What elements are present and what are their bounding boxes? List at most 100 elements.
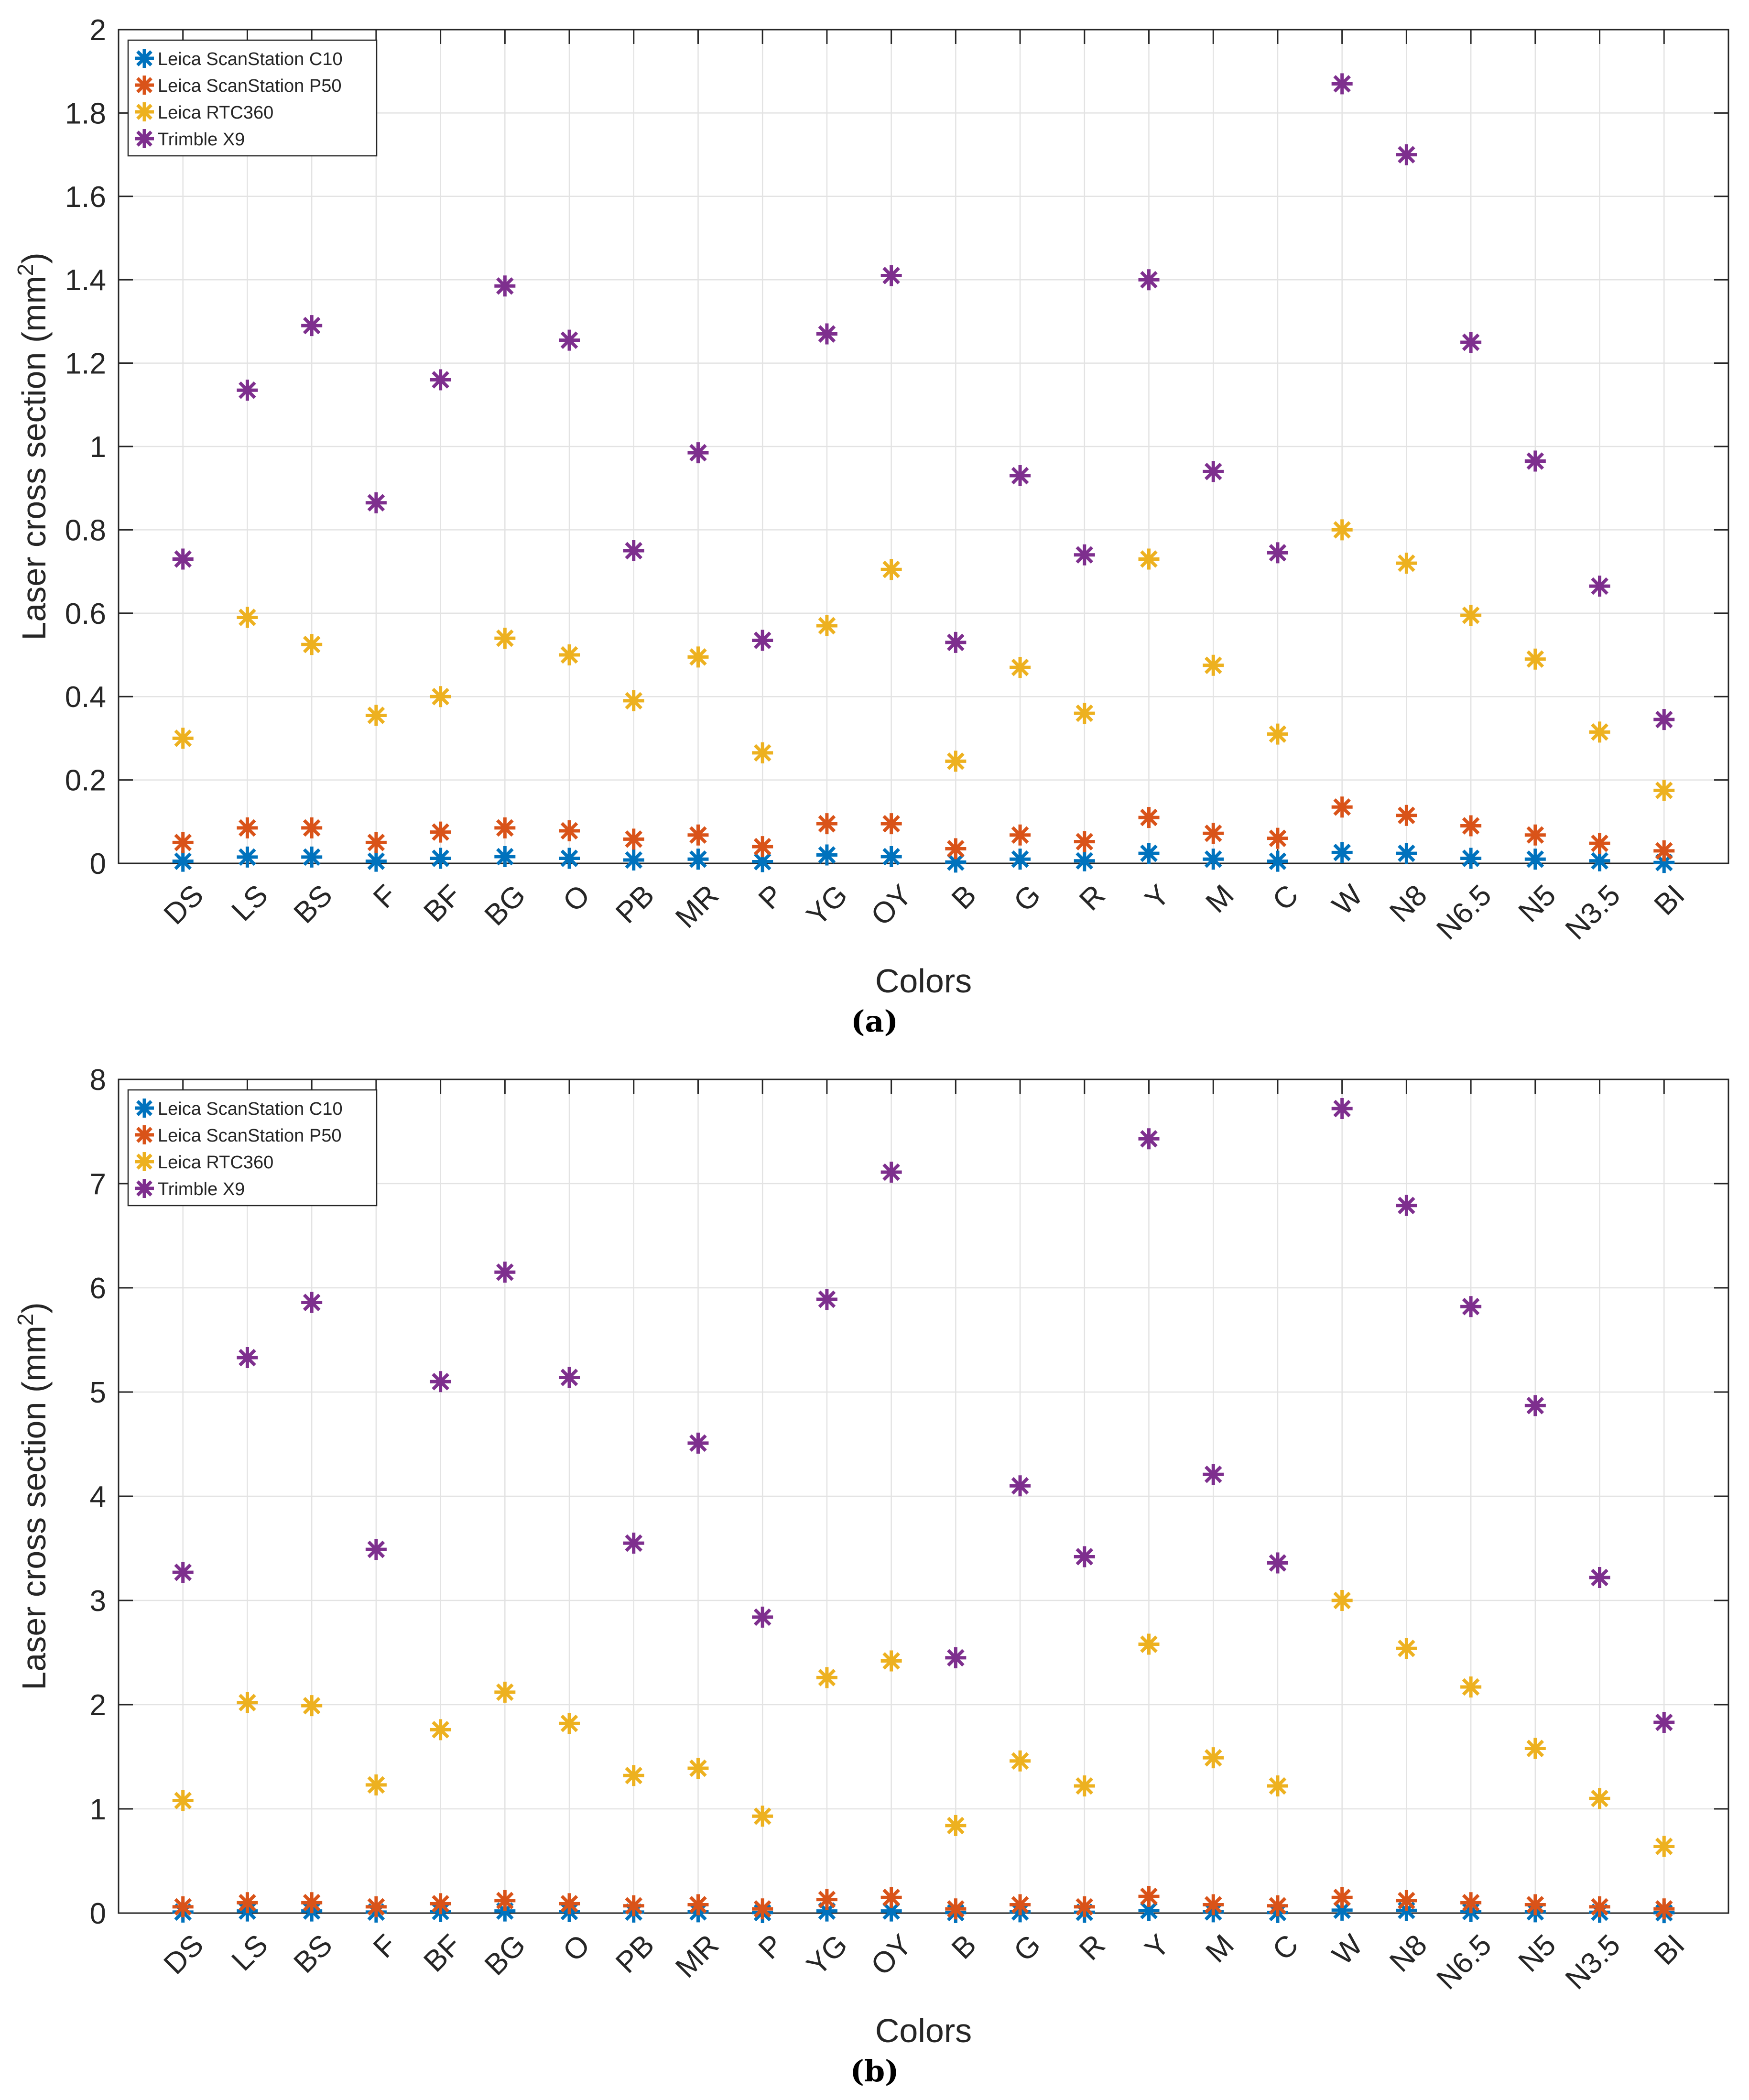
data-point bbox=[752, 630, 773, 651]
data-point bbox=[559, 820, 580, 841]
data-point bbox=[1010, 1750, 1031, 1772]
data-point bbox=[1460, 605, 1482, 626]
data-point bbox=[1524, 1738, 1546, 1759]
legend-label: Trimble X9 bbox=[158, 1179, 245, 1199]
data-point bbox=[430, 821, 451, 843]
data-point bbox=[1203, 1747, 1224, 1769]
x-tick-label: OY bbox=[865, 1928, 918, 1982]
data-point bbox=[816, 1667, 837, 1688]
data-point bbox=[430, 369, 451, 391]
data-point bbox=[1010, 1475, 1031, 1497]
data-point bbox=[752, 1898, 773, 1920]
data-point bbox=[172, 548, 194, 570]
data-point bbox=[687, 1432, 709, 1454]
data-point bbox=[559, 1367, 580, 1388]
data-point bbox=[880, 846, 902, 868]
data-point bbox=[237, 817, 258, 838]
data-point bbox=[880, 1162, 902, 1183]
legend-marker bbox=[135, 1099, 154, 1118]
data-point bbox=[1589, 576, 1610, 597]
data-point bbox=[816, 813, 837, 835]
data-point bbox=[559, 329, 580, 351]
legend-label: Leica ScanStation C10 bbox=[158, 49, 343, 69]
data-point bbox=[559, 848, 580, 869]
data-point bbox=[1203, 849, 1224, 870]
data-point bbox=[559, 644, 580, 665]
data-point bbox=[1460, 332, 1482, 353]
data-point bbox=[1331, 73, 1353, 95]
data-point bbox=[1267, 1552, 1288, 1574]
x-tick-label: BF bbox=[417, 879, 467, 929]
data-point bbox=[172, 850, 194, 872]
y-tick-label: 1 bbox=[90, 1793, 106, 1826]
data-point bbox=[237, 380, 258, 401]
chart-panel-a: 0 0.2 0.4 0.6 0.8 1 1.2 1.4 1.6 1.8 2 DS LS BS F BF BG O P… bbox=[13, 14, 1729, 1039]
data-point bbox=[430, 1893, 451, 1915]
data-point bbox=[1331, 519, 1353, 541]
x-tick-label: G bbox=[1008, 1928, 1047, 1968]
data-point bbox=[494, 1681, 516, 1703]
x-tick-label: W bbox=[1326, 1928, 1369, 1971]
data-point bbox=[623, 828, 644, 850]
y-tick-label: 1.4 bbox=[65, 264, 106, 297]
data-point bbox=[301, 1892, 323, 1914]
data-point bbox=[1331, 1887, 1353, 1908]
data-point bbox=[752, 836, 773, 858]
data-point bbox=[945, 751, 967, 772]
data-point bbox=[687, 824, 709, 846]
data-point bbox=[1524, 648, 1546, 670]
data-point bbox=[430, 686, 451, 707]
x-tick-label: N6.5 bbox=[1430, 879, 1498, 946]
data-point bbox=[816, 323, 837, 345]
y-tick-label: 1.6 bbox=[65, 181, 106, 214]
data-point bbox=[1010, 1894, 1031, 1915]
x-tick-label: B bbox=[945, 879, 983, 916]
data-point bbox=[880, 813, 902, 835]
y-tick-label: 0.8 bbox=[65, 514, 106, 547]
data-point bbox=[172, 728, 194, 749]
data-point bbox=[752, 1606, 773, 1628]
data-point bbox=[1010, 824, 1031, 846]
x-tick-label: N3.5 bbox=[1559, 879, 1627, 946]
legend-box bbox=[127, 39, 378, 157]
data-point bbox=[1267, 850, 1288, 872]
data-point bbox=[1010, 465, 1031, 487]
data-point bbox=[1653, 1836, 1675, 1857]
x-tick-label: Y bbox=[1139, 879, 1176, 916]
y-tick-label: 0.4 bbox=[65, 681, 106, 714]
data-point bbox=[623, 690, 644, 711]
data-point bbox=[880, 1887, 902, 1908]
x-tick-label: PB bbox=[609, 1928, 661, 1980]
data-point bbox=[1653, 780, 1675, 801]
y-axis-label-superscript: 2 bbox=[13, 264, 38, 276]
data-point bbox=[1460, 815, 1482, 837]
data-point bbox=[430, 1719, 451, 1741]
data-point bbox=[1203, 654, 1224, 676]
data-point bbox=[1653, 1898, 1675, 1920]
data-point bbox=[365, 705, 387, 726]
data-point bbox=[816, 1288, 837, 1310]
x-tick-label: DS bbox=[158, 1928, 210, 1981]
data-point bbox=[559, 1893, 580, 1915]
data-point bbox=[237, 607, 258, 628]
data-point bbox=[365, 1539, 387, 1560]
data-point bbox=[172, 1896, 194, 1917]
y-tick-label: 0.2 bbox=[65, 764, 106, 797]
x-tick-label: P bbox=[752, 879, 790, 916]
data-point bbox=[687, 1757, 709, 1779]
x-tick-label: BG bbox=[478, 879, 532, 932]
data-point bbox=[1138, 807, 1160, 828]
data-point bbox=[237, 1892, 258, 1914]
data-point bbox=[1074, 1546, 1095, 1567]
data-point bbox=[365, 832, 387, 853]
data-point bbox=[1074, 544, 1095, 566]
y-axis-label-close: ) bbox=[15, 1302, 53, 1313]
x-tick-label: C bbox=[1266, 1928, 1304, 1967]
data-point bbox=[1524, 450, 1546, 472]
data-point bbox=[1138, 1886, 1160, 1907]
legend-marker bbox=[135, 102, 154, 121]
data-point bbox=[687, 646, 709, 668]
x-tick-label: LS bbox=[226, 879, 274, 927]
y-tick-label: 2 bbox=[90, 14, 106, 47]
